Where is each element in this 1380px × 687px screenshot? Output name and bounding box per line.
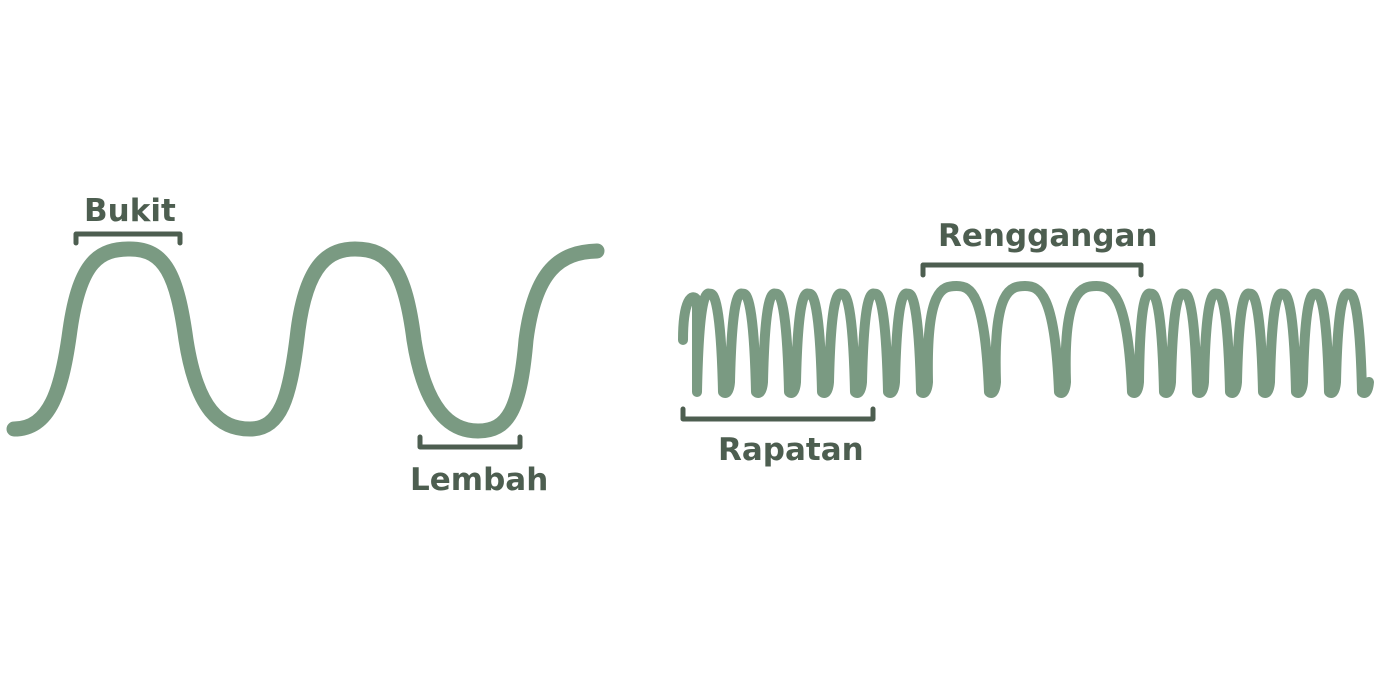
transverse-wave-group: Bukit Lembah xyxy=(6,193,605,498)
transverse-wave xyxy=(6,241,605,439)
rarefaction-label: Renggangan xyxy=(938,218,1158,254)
compression-bracket xyxy=(680,406,876,422)
crest-bracket xyxy=(73,231,183,246)
longitudinal-wave xyxy=(678,281,1374,398)
rarefaction-bracket xyxy=(920,262,1144,278)
crest-label: Bukit xyxy=(84,193,176,229)
trough-bracket xyxy=(417,434,523,450)
compression-label: Rapatan xyxy=(718,432,864,468)
trough-label: Lembah xyxy=(410,462,548,498)
longitudinal-wave-group: Renggangan Rapatan xyxy=(678,218,1374,468)
